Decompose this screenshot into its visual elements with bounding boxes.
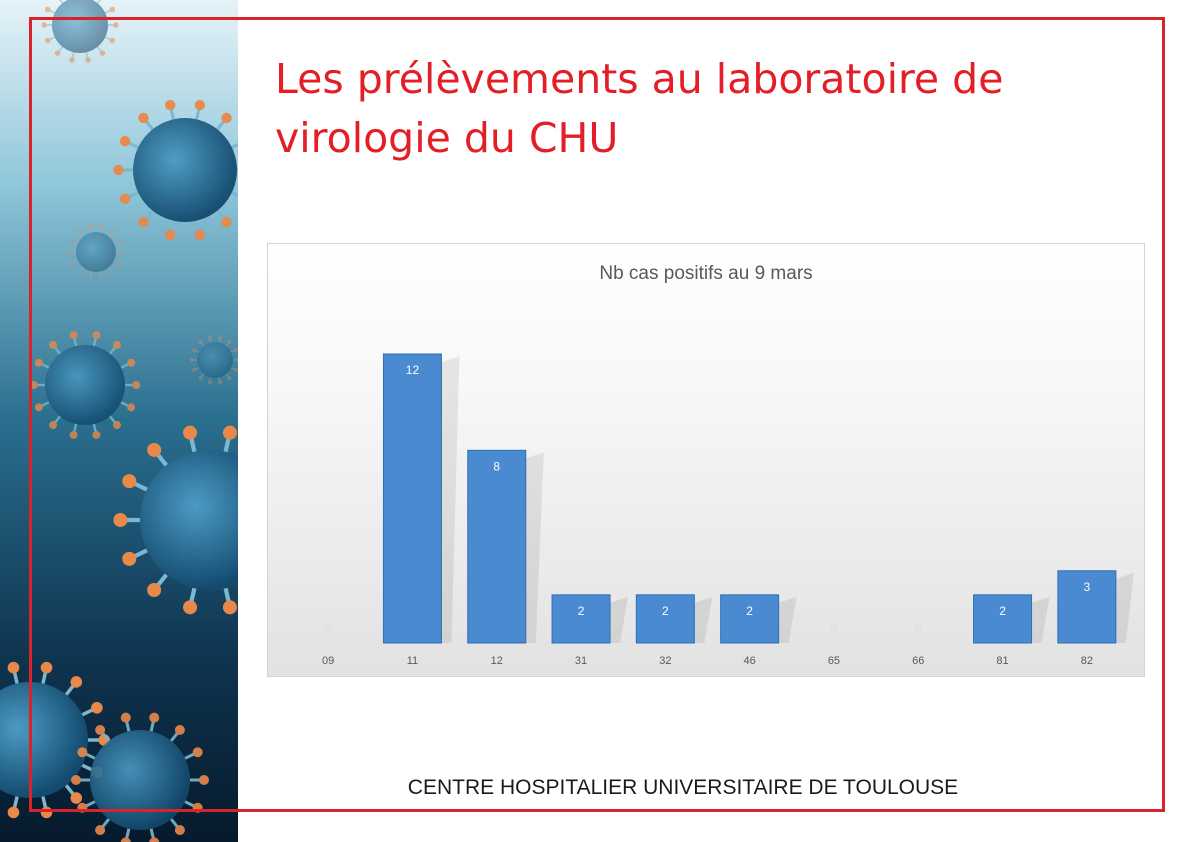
- bar: [551, 594, 611, 644]
- x-tick-label: 32: [659, 655, 671, 667]
- bar-shadow: [1031, 596, 1050, 643]
- bar-chart: Nb cas positifs au 9 mars 00912118122312…: [322, 263, 1134, 667]
- x-tick-label: 81: [996, 655, 1008, 667]
- data-label: 8: [493, 459, 500, 473]
- virus-background-image: [0, 0, 238, 842]
- bar-shadow: [778, 596, 797, 643]
- bar: [1057, 570, 1117, 644]
- bar: [973, 594, 1033, 644]
- bar-shadow: [525, 452, 544, 643]
- bar: [635, 594, 695, 644]
- data-label: 2: [662, 604, 669, 618]
- data-label: 2: [746, 604, 753, 618]
- data-label: 12: [406, 363, 420, 377]
- x-tick-label: 66: [912, 655, 924, 667]
- x-tick-label: 65: [828, 655, 840, 667]
- slide-title: Les prélèvements au laboratoire de virol…: [275, 55, 1004, 162]
- data-label: 0: [915, 622, 922, 636]
- bar: [720, 594, 780, 644]
- data-label: 0: [831, 622, 838, 636]
- data-label: 2: [999, 604, 1006, 618]
- bar-shadow: [1115, 572, 1134, 643]
- data-label: 3: [1084, 580, 1091, 594]
- bar-shadow: [610, 596, 629, 643]
- x-tick-label: 46: [744, 655, 756, 667]
- x-tick-label: 09: [322, 655, 334, 667]
- bar-shadow: [694, 596, 713, 643]
- bar-shadow: [441, 356, 460, 643]
- x-tick-label: 12: [491, 655, 503, 667]
- data-label: 0: [325, 622, 332, 636]
- chart-title: Nb cas positifs au 9 mars: [599, 263, 812, 284]
- data-label: 2: [578, 604, 585, 618]
- bar: [467, 449, 527, 644]
- x-tick-label: 31: [575, 655, 587, 667]
- bar: [382, 353, 442, 644]
- chart-container: Nb cas positifs au 9 mars 0 09 12 11 8 12 2 31 2…: [267, 243, 1145, 677]
- x-tick-label: 82: [1081, 655, 1093, 667]
- x-tick-label: 11: [407, 655, 418, 667]
- footer-institution: CENTRE HOSPITALIER UNIVERSITAIRE DE TOUL…: [407, 776, 959, 799]
